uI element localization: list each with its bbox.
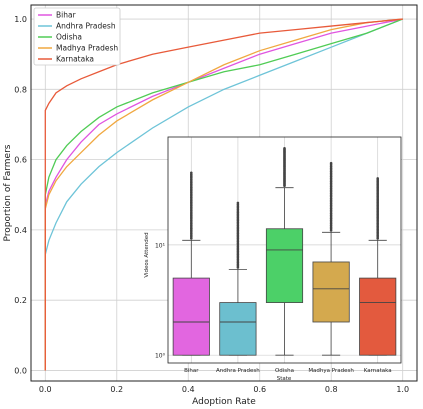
x-tick-label: 0.8: [325, 385, 338, 394]
x-tick-label: 0.6: [253, 385, 266, 394]
inset-x-tick-labels: Bihar Andhra Pradesh Odisha Madhya Pradesh K…: [184, 368, 392, 374]
outlier-point: [376, 177, 380, 180]
series-line-odisha: [44, 18, 403, 371]
legend: Bihar Andhra Pradesh Odisha Madhya Pradesh K…: [33, 7, 121, 66]
main-series-lines: [44, 18, 403, 371]
main-x-tick-labels: 0.0 0.2 0.4 0.6 0.8 1.0: [39, 385, 409, 394]
y-tick-label: 0.8: [14, 85, 27, 94]
legend-box: [33, 7, 121, 66]
outlier-point: [236, 201, 240, 205]
main-y-tick-labels: 0.0 0.2 0.4 0.6 0.8 1.0: [14, 15, 27, 375]
outlier-point: [283, 147, 286, 150]
series-line-bihar: [44, 18, 403, 371]
legend-label: Madhya Pradesh: [56, 44, 118, 53]
y-tick-label: 0.4: [14, 226, 27, 235]
series-line-madhya-pradesh: [44, 18, 403, 371]
inset-x-tick-label: Madhya Pradesh: [308, 368, 354, 374]
inset-y-tick-label: 10⁰: [155, 353, 166, 360]
y-tick-label: 0.2: [14, 296, 27, 305]
box-andhra-pradesh: [219, 201, 257, 356]
iqr-box: [219, 302, 257, 356]
iqr-box: [359, 277, 397, 356]
outlier-point: [190, 171, 193, 175]
series-line-karnataka: [44, 18, 403, 371]
main-x-axis-label: Adoption Rate: [192, 397, 256, 407]
iqr-box: [172, 277, 210, 356]
iqr-box: [312, 261, 350, 323]
series-line-andhra-pradesh: [44, 18, 403, 371]
inset-y-axis-label: Videos Attended: [144, 232, 150, 277]
inset-x-tick-label: Andhra Pradesh: [216, 368, 260, 374]
inset-x-tick-label: Karnataka: [364, 368, 392, 374]
y-tick-label: 1.0: [14, 15, 27, 24]
inset-boxes: [172, 147, 397, 356]
legend-label: Odisha: [56, 33, 82, 42]
y-tick-label: 0.6: [14, 156, 27, 165]
x-tick-label: 0.4: [182, 385, 195, 394]
legend-label: Andhra Pradesh: [56, 22, 116, 31]
inset-x-tick-label: Bihar: [184, 368, 199, 374]
box-bihar: [172, 171, 210, 356]
main-y-axis-label: Proportion of Farmers: [3, 144, 13, 241]
box-madhya-pradesh: [312, 161, 350, 356]
legend-label: Karnataka: [56, 55, 94, 64]
inset-y-tick-labels: 10⁰ 10¹: [155, 242, 166, 359]
iqr-box: [265, 228, 304, 303]
x-tick-label: 0.2: [110, 385, 123, 394]
box-karnataka: [359, 177, 397, 356]
box-odisha: [265, 147, 304, 356]
inset-x-tick-label: Odisha: [275, 368, 294, 374]
inset-plot-frame: [167, 136, 402, 364]
y-tick-label: 0.0: [14, 366, 27, 375]
inset-x-axis-label: State: [277, 376, 292, 382]
inset-y-tick-label: 10¹: [155, 242, 166, 249]
x-tick-label: 1.0: [396, 385, 409, 394]
outlier-point: [329, 161, 333, 165]
x-tick-label: 0.0: [39, 385, 52, 394]
main-plot-frame: [30, 4, 418, 382]
legend-label: Bihar: [56, 11, 77, 20]
